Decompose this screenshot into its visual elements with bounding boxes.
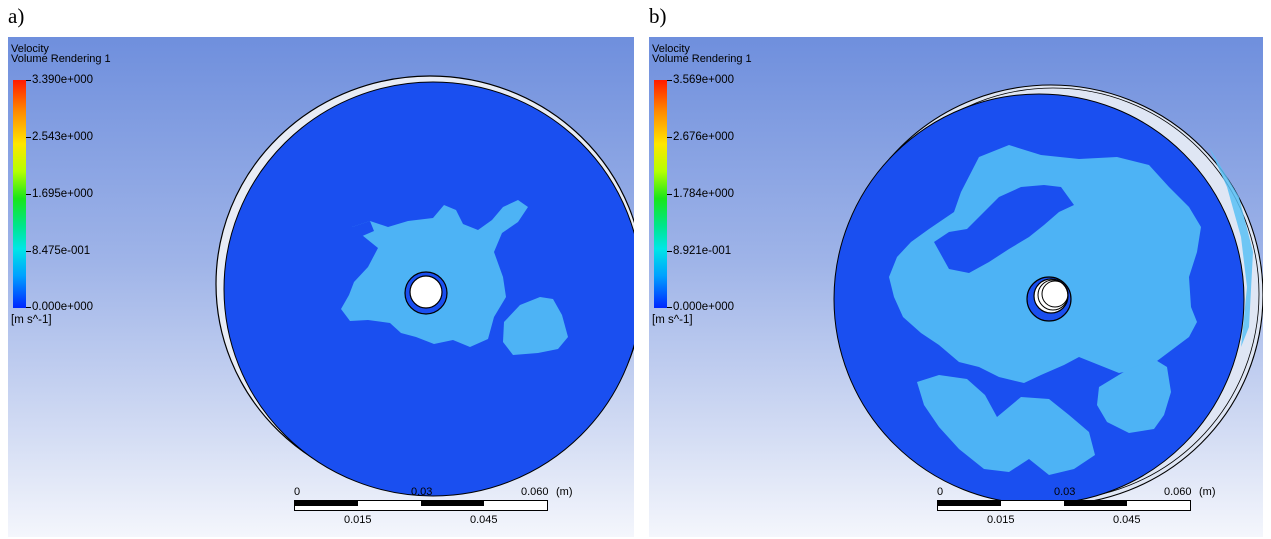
scale-label: 0 — [937, 486, 944, 498]
hub-inner-line — [1041, 280, 1069, 308]
colorbar-label: 1.784e+000 — [673, 188, 735, 200]
scale-label: 0.03 — [411, 486, 433, 498]
colorbar-tick — [667, 251, 672, 252]
scale-ruler — [937, 500, 1191, 511]
velocity-rendering-b — [833, 84, 1263, 506]
velocity-region — [917, 375, 1095, 475]
colorbar-label: 8.475e-001 — [32, 245, 91, 257]
scale-bar: 0 0.03 0.060 (m) 0.015 0.045 — [294, 486, 573, 530]
velocity-region — [889, 145, 1201, 383]
velocity-region-gap — [934, 185, 1074, 273]
unit-label: [m s^-1] — [11, 314, 52, 326]
scale-label: 0.060 — [521, 486, 549, 498]
velocity-region — [503, 297, 568, 355]
legend-title: Velocity — [11, 43, 49, 55]
scale-label: 0.015 — [987, 514, 1015, 526]
scale-label: 0.045 — [470, 514, 498, 526]
scale-label: 0.045 — [1113, 514, 1141, 526]
colorbar-tick — [667, 80, 672, 81]
colorbar-tick — [667, 307, 672, 308]
colorbar-label-max: 3.569e+000 — [673, 74, 735, 86]
colorbar-tick — [667, 194, 672, 195]
colorbar-label: 1.695e+000 — [32, 188, 94, 200]
colorbar-label-min: 0.000e+000 — [32, 301, 94, 313]
colorbar-tick — [26, 307, 31, 308]
scale-segment — [295, 501, 358, 506]
velocity-region-gap — [352, 221, 374, 237]
scale-segment — [421, 501, 484, 506]
legend-title: Velocity — [652, 43, 690, 55]
hub-hole — [409, 275, 443, 309]
colorbar-label-max: 3.390e+000 — [32, 74, 94, 86]
viewport-a[interactable]: Velocity Volume Rendering 1 3.390e+000 2… — [8, 37, 634, 537]
scale-bar: 0 0.03 0.060 (m) 0.015 0.045 — [937, 486, 1216, 530]
scale-label: 0.060 — [1164, 486, 1192, 498]
scale-unit: (m) — [1199, 486, 1216, 498]
scale-segment — [938, 501, 1001, 506]
color-bar — [654, 80, 667, 308]
colorbar-label: 2.676e+000 — [673, 131, 735, 143]
scale-label: 0.03 — [1054, 486, 1076, 498]
colorbar-label: 2.543e+000 — [32, 131, 94, 143]
legend-subtitle: Volume Rendering 1 — [11, 53, 111, 65]
legend-subtitle: Volume Rendering 1 — [652, 53, 752, 65]
scale-segment — [1064, 501, 1127, 506]
colorbar-tick — [26, 251, 31, 252]
rim-highlight — [1209, 147, 1253, 347]
colorbar-tick — [26, 194, 31, 195]
colorbar-label-min: 0.000e+000 — [673, 301, 735, 313]
scale-label: 0.015 — [344, 514, 372, 526]
panel-a-label: a) — [8, 4, 25, 28]
colorbar-tick — [26, 80, 31, 81]
unit-label: [m s^-1] — [652, 314, 693, 326]
velocity-region — [1097, 359, 1171, 433]
velocity-rendering-a — [215, 75, 634, 497]
colorbar-label: 8.921e-001 — [673, 245, 732, 257]
panel-b-label: b) — [649, 4, 667, 28]
colorbar-tick — [26, 137, 31, 138]
scale-ruler — [294, 500, 548, 511]
viewport-b[interactable]: Velocity Volume Rendering 1 3.569e+000 2… — [649, 37, 1263, 537]
colorbar-tick — [667, 137, 672, 138]
scale-label: 0 — [294, 486, 301, 498]
scale-unit: (m) — [556, 486, 573, 498]
color-bar — [13, 80, 26, 308]
